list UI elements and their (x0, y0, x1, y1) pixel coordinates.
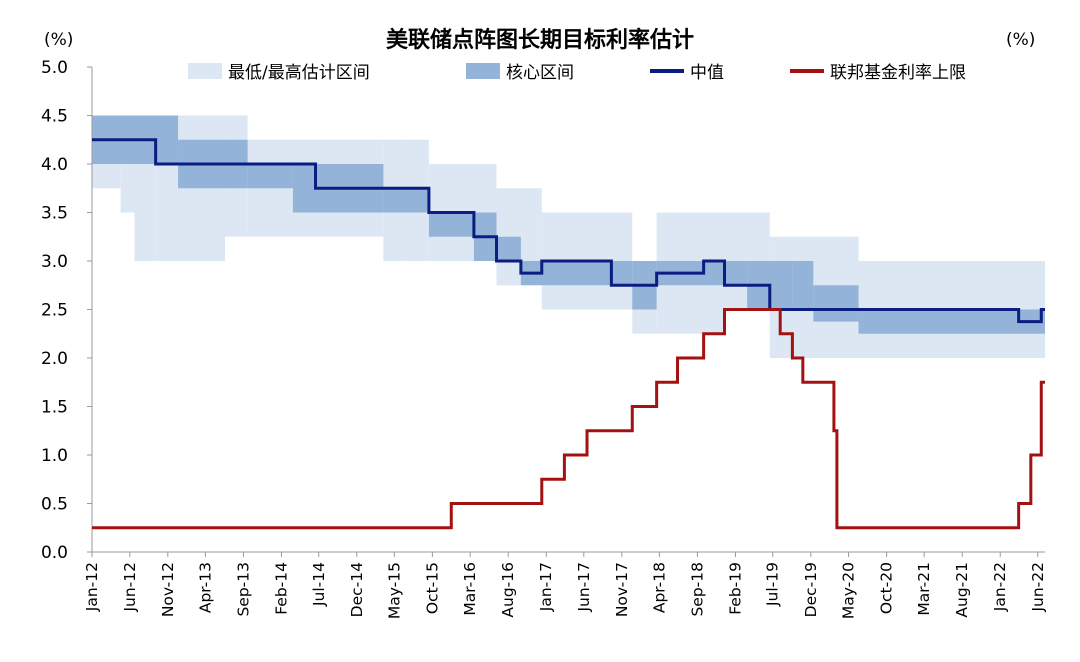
y-tick-label: 3.5 (41, 204, 68, 224)
core-range-segment (858, 309, 1045, 334)
core-range-segment (496, 236, 521, 261)
y-tick-label: 5.0 (41, 58, 68, 78)
x-tick-label: May-15 (385, 562, 403, 619)
x-tick-label: Jul-14 (310, 562, 328, 607)
y-axis-unit-right: (%) (1006, 30, 1036, 50)
y-tick-label: 0.5 (41, 495, 68, 515)
y-tick-label: 0.0 (41, 543, 68, 563)
x-tick-label: Jun-12 (121, 562, 139, 613)
x-tick-label: Mar-21 (915, 562, 933, 616)
legend-item-full-range: 最低/最高估计区间 (188, 58, 370, 83)
core-range-segment (792, 261, 814, 310)
x-tick-label: Oct-15 (423, 562, 441, 614)
legend-swatch-fed-funds (790, 68, 824, 73)
x-tick-label: Dec-14 (348, 562, 366, 617)
chart-title: 美联储点阵图长期目标利率估计 (385, 28, 694, 53)
y-axis-ticks: 0.0 0.5 1.0 1.5 2.0 2.5 3.0 3.5 4.0 4.5 5.0 (41, 58, 92, 563)
y-tick-label: 4.5 (41, 107, 68, 127)
legend-swatch-median (650, 68, 684, 73)
series-lines (92, 138, 1045, 530)
y-tick-label: 2.0 (41, 349, 68, 369)
legend-item-fed-funds: 联邦基金利率上限 (790, 58, 966, 83)
median-line (92, 138, 1045, 324)
y-tick-label: 1.5 (41, 398, 68, 418)
y-tick-label: 4.0 (41, 155, 68, 175)
y-axis-unit-left: (%) (44, 30, 74, 50)
x-tick-label: Jan-12 (83, 562, 101, 612)
core-range-segment (428, 212, 474, 237)
x-tick-label: Apr-13 (196, 562, 214, 613)
x-tick-label: Jan-17 (537, 562, 555, 612)
x-tick-label: Apr-18 (650, 562, 668, 613)
x-tick-label: May-20 (840, 562, 858, 619)
legend-label-fed-funds: 联邦基金利率上限 (830, 63, 966, 83)
legend-swatch-core-range (466, 62, 500, 79)
legend-label-full-range: 最低/最高估计区间 (228, 63, 370, 83)
x-tick-label: Jul-19 (764, 562, 782, 607)
x-tick-label: Mar-16 (461, 562, 479, 616)
legend-label-median: 中值 (690, 63, 724, 83)
y-tick-label: 2.5 (41, 301, 68, 321)
core-range-segment (813, 285, 859, 322)
x-tick-label: Aug-21 (953, 562, 971, 618)
x-tick-label: Dec-19 (802, 562, 820, 617)
x-tick-label: Nov-17 (613, 562, 631, 617)
y-tick-label: 1.0 (41, 446, 68, 466)
x-tick-label: Nov-12 (159, 562, 177, 617)
x-axis-ticks: Jan-12 Jun-12 Nov-12 Apr-13 Sep-13 Feb-14 Jul-… (83, 552, 1047, 619)
core-range-segment (383, 188, 429, 213)
x-tick-label: Jan-22 (991, 562, 1009, 612)
core-range-segment (247, 164, 293, 189)
x-tick-label: Sep-13 (234, 562, 252, 617)
y-tick-label: 3.0 (41, 252, 68, 272)
legend-item-core-range: 核心区间 (466, 58, 574, 83)
legend-label-core-range: 核心区间 (506, 63, 574, 83)
x-tick-label: Jun-17 (575, 562, 593, 613)
fed-funds-line (92, 308, 1045, 530)
x-tick-label: Sep-18 (688, 562, 706, 617)
x-tick-label: Feb-19 (726, 562, 744, 615)
legend-item-median: 中值 (650, 58, 724, 83)
legend-swatch-full-range (188, 62, 222, 79)
x-tick-label: Oct-20 (878, 562, 896, 614)
legend: 最低/最高估计区间 核心区间 中值 联邦基金利率上限 (0, 58, 1080, 83)
x-tick-label: Jun-22 (1029, 562, 1047, 613)
x-tick-label: Feb-14 (272, 562, 290, 615)
x-tick-label: Aug-16 (499, 562, 517, 618)
